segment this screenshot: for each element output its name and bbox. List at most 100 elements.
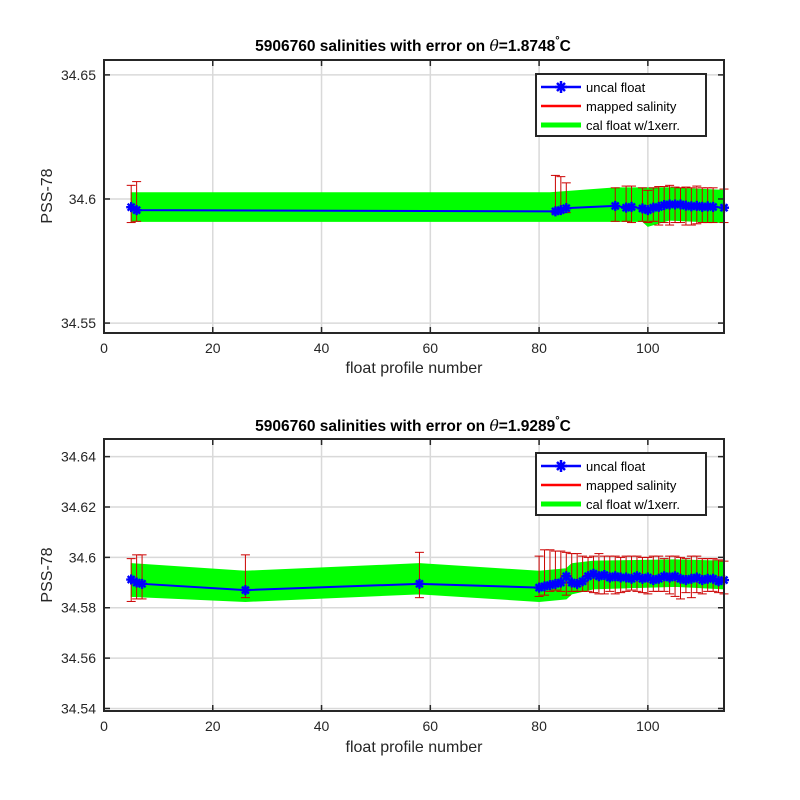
data-point (675, 199, 686, 210)
x-tick-label: 40 (314, 340, 330, 356)
data-point (642, 572, 653, 583)
data-point (697, 201, 708, 212)
data-point (702, 573, 713, 584)
top-panel: 0 20 40 60 80 100 34.55 34.6 34.65 5906760 salin… (39, 35, 729, 377)
x-tick-label: 40 (314, 718, 330, 734)
data-point (550, 578, 561, 589)
data-point (664, 572, 675, 583)
data-point (555, 577, 566, 588)
data-point (691, 200, 702, 211)
legend-label-mapped-salinity: mapped salinity (586, 99, 677, 114)
data-point (126, 574, 137, 585)
data-point (561, 571, 572, 582)
y-tick-label: 34.62 (61, 499, 96, 515)
y-tick-label: 34.55 (61, 315, 96, 331)
legend-label-uncal-float: uncal float (586, 459, 646, 474)
ticks: 0 20 40 60 80 100 34.54 34.56 34.58 34.6 34.62 34.6… (61, 439, 724, 734)
chart-title: 5906760 salinities with error on θ=1.874… (255, 35, 571, 55)
data-point (648, 575, 659, 586)
data-point (626, 201, 637, 212)
data-point (610, 200, 621, 211)
data-point (615, 572, 626, 583)
data-point (708, 201, 719, 212)
y-axis-label: PSS-78 (39, 547, 56, 602)
legend-label-cal-float: cal float w/1xerr. (586, 118, 680, 133)
data-point (670, 199, 681, 210)
data-point (691, 572, 702, 583)
data-point (626, 573, 637, 584)
x-tick-label: 20 (205, 340, 221, 356)
data-point (599, 570, 610, 580)
data-point (637, 203, 648, 214)
data-point (534, 582, 545, 593)
data-point (561, 203, 572, 214)
bottom-panel: 0 20 40 60 80 100 34.54 34.56 34.58 34.6 34.62 34.6… (39, 415, 729, 756)
data-point (670, 571, 681, 582)
data-point (697, 575, 708, 586)
x-tick-label: 60 (423, 718, 439, 734)
data-point (604, 572, 615, 583)
data-point (680, 200, 691, 211)
legend-label-cal-float: cal float w/1xerr. (586, 497, 680, 512)
data-point (686, 201, 697, 212)
data-point (686, 573, 697, 584)
data-point (642, 205, 653, 216)
legend-marker-uncal-float (555, 81, 567, 93)
data-point (550, 206, 561, 217)
chart-title: 5906760 salinities with error on θ=1.928… (255, 415, 571, 435)
ticks: 0 20 40 60 80 100 34.55 34.6 34.65 (61, 60, 724, 356)
x-tick-label: 80 (531, 340, 547, 356)
data-point (577, 576, 588, 587)
y-tick-label: 34.58 (61, 600, 96, 616)
x-axis-label: float profile number (346, 739, 484, 756)
legend: uncal float mapped salinity cal float w/… (535, 452, 707, 516)
data-point (414, 578, 425, 589)
data-point (659, 571, 670, 582)
data-point (648, 202, 659, 213)
x-tick-label: 0 (100, 718, 108, 734)
legend-label-uncal-float: uncal float (586, 80, 646, 95)
data-point (708, 573, 719, 584)
y-tick-label: 34.56 (61, 650, 96, 666)
y-tick-label: 34.6 (69, 549, 96, 565)
data-point (544, 580, 555, 591)
y-tick-label: 34.64 (61, 449, 96, 465)
x-tick-label: 60 (423, 340, 439, 356)
data-point (131, 577, 142, 588)
data-point (539, 581, 550, 592)
data-point (659, 200, 670, 211)
data-point (588, 568, 599, 579)
data-point (653, 201, 664, 212)
error-bar (714, 559, 724, 594)
uncal-float-series (126, 568, 729, 596)
x-tick-label: 20 (205, 718, 221, 734)
data-point (631, 571, 642, 582)
data-point (610, 571, 621, 582)
data-point (593, 571, 604, 582)
x-tick-label: 100 (636, 718, 660, 734)
y-tick-label: 34.6 (69, 191, 96, 207)
error-bar (137, 554, 147, 600)
data-point (713, 576, 724, 587)
data-point (621, 572, 632, 583)
x-axis-label: float profile number (346, 360, 484, 377)
axes-frame (103, 438, 725, 712)
error-bars (126, 549, 729, 602)
data-point (637, 573, 648, 584)
y-tick-label: 34.65 (61, 67, 96, 83)
data-point (131, 205, 142, 216)
legend-marker-uncal-float (555, 460, 567, 472)
data-point (126, 202, 137, 213)
error-bar (414, 551, 424, 599)
data-point (653, 573, 664, 584)
y-tick-label: 34.54 (61, 700, 96, 716)
legend-label-mapped-salinity: mapped salinity (586, 478, 677, 493)
legend: uncal float mapped salinity cal float w/… (535, 73, 707, 137)
data-point (702, 201, 713, 212)
data-point (566, 577, 577, 588)
data-point (572, 578, 583, 589)
data-point (664, 199, 675, 210)
data-point (675, 573, 686, 584)
axes-frame (103, 59, 725, 334)
